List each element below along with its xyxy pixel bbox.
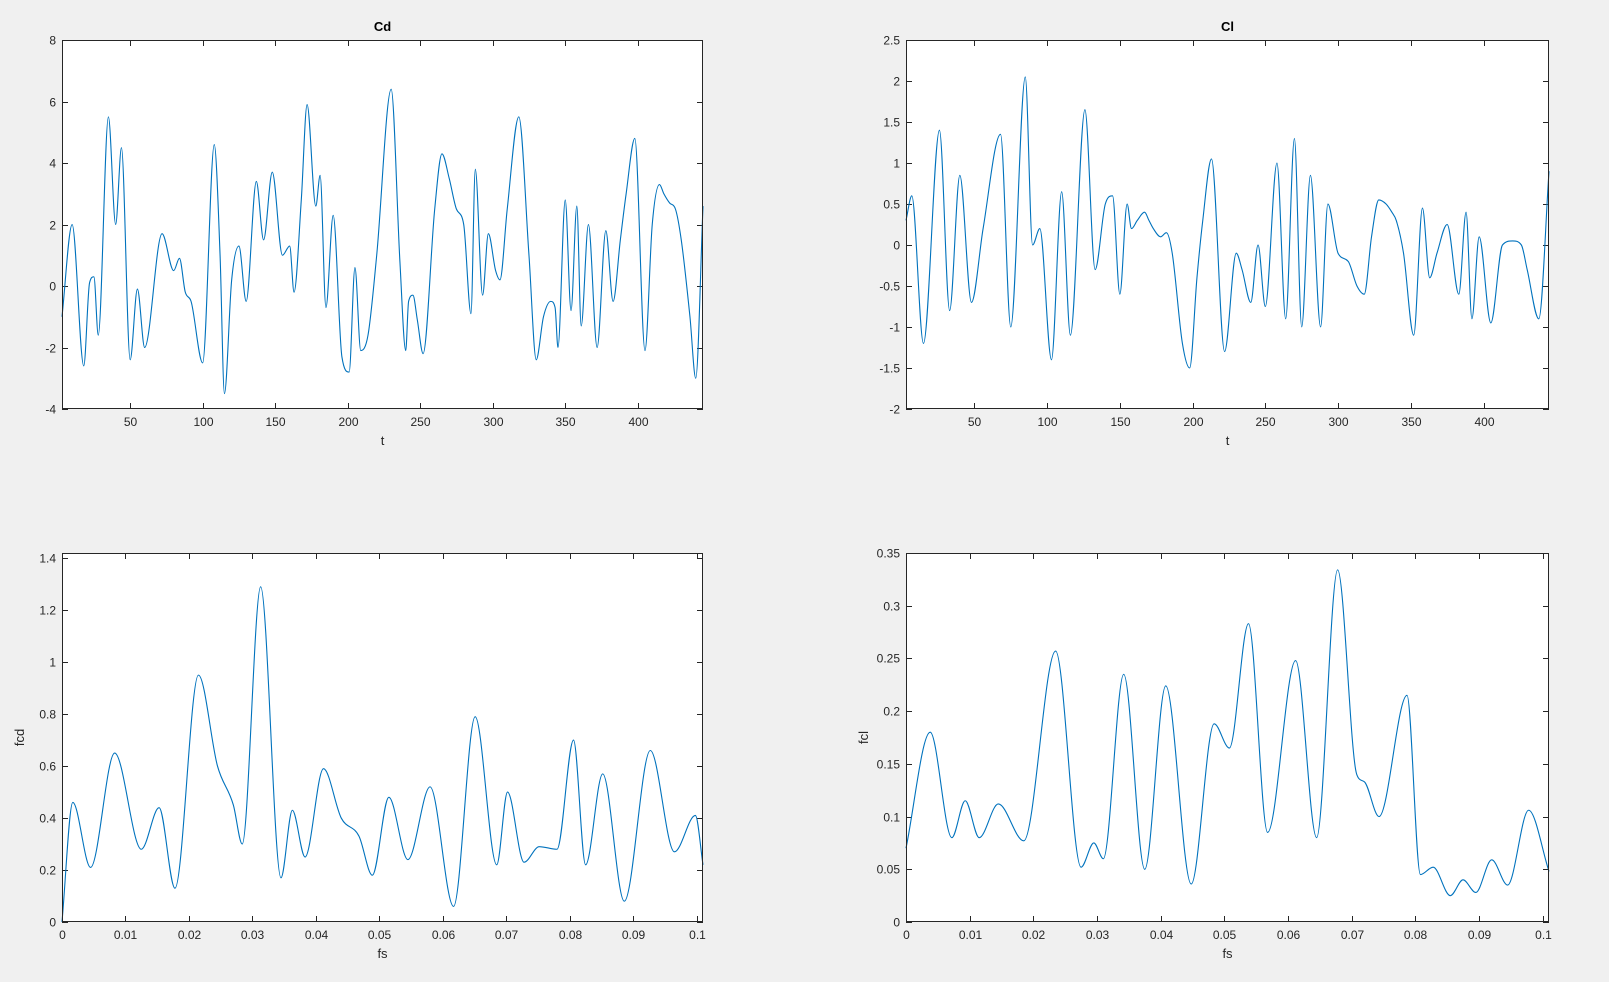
- subplot-fcd: 0 0.01 0.02 0.03 0.04 0.05 0.06 0.07 0.08 0.09 0.1…: [12, 552, 706, 962]
- y-tick-label: 0.2: [883, 705, 900, 719]
- x-tick-label: 200: [338, 415, 358, 429]
- x-tick-label: 300: [1328, 415, 1348, 429]
- y-tick-label: 0.05: [877, 863, 901, 877]
- x-tick-label: 0.02: [178, 928, 202, 942]
- y-tick-label: 0.5: [883, 198, 900, 212]
- y-tick-label: 0.1: [883, 811, 900, 825]
- y-tick-label: 1: [49, 656, 56, 670]
- y-tick-label: 0.35: [877, 547, 901, 561]
- y-tick-label: -0.5: [879, 280, 900, 294]
- x-tick-label: 250: [410, 415, 430, 429]
- subplot-cd: 50 100 150 200 250 300 350 400 -4 -2 0 2 4 6 8 Cd t: [45, 19, 704, 448]
- y-tick-label: 0.6: [39, 760, 56, 774]
- y-tick-label: -4: [45, 403, 56, 417]
- y-tick-label: 2: [49, 219, 56, 233]
- cd-series-line: [61, 88, 704, 395]
- x-tick-label: 150: [265, 415, 285, 429]
- x-tick-label: 0: [59, 928, 66, 942]
- y-tick-label: 0: [893, 239, 900, 253]
- y-tick-label: 1.2: [39, 604, 56, 618]
- fcl-series-line: [905, 569, 1550, 897]
- x-tick-label: 100: [1037, 415, 1057, 429]
- y-tick-label: 0.8: [39, 708, 56, 722]
- x-axis-label: t: [1226, 433, 1230, 448]
- axes-frame: [906, 40, 1549, 409]
- x-tick-label: 0.01: [114, 928, 138, 942]
- y-tick-label: -2: [45, 342, 56, 356]
- axes-background: [62, 553, 703, 922]
- axes-frame: [62, 40, 703, 409]
- subplot-fcl: 0 0.01 0.02 0.03 0.04 0.05 0.06 0.07 0.08 0.09 0.1…: [856, 547, 1552, 962]
- axes-frame: [906, 553, 1549, 922]
- x-tick-label: 0.03: [241, 928, 265, 942]
- subplot-cl: 50 100 150 200 250 300 350 400 -2 -1.5 -1 -0.5 0 0.5 1…: [879, 19, 1550, 448]
- fcd-series-line: [61, 586, 704, 923]
- x-tick-label: 0.09: [1468, 928, 1492, 942]
- x-tick-label: 0.1: [1535, 928, 1552, 942]
- x-axis-label: fs: [377, 946, 388, 961]
- y-tick-label: 8: [49, 34, 56, 48]
- x-tick-label: 50: [968, 415, 982, 429]
- y-axis-label: fcl: [856, 731, 871, 744]
- x-tick-label: 350: [555, 415, 575, 429]
- x-tick-label: 0.06: [1277, 928, 1301, 942]
- x-tick-label: 0.04: [305, 928, 329, 942]
- x-tick-label: 300: [483, 415, 503, 429]
- y-axis-label: fcd: [12, 729, 27, 746]
- x-axis-label: fs: [1222, 946, 1233, 961]
- y-tick-label: -1.5: [879, 362, 900, 376]
- y-tick-label: 0: [49, 280, 56, 294]
- y-tick-label: 2.5: [883, 34, 900, 48]
- x-tick-label: 200: [1183, 415, 1203, 429]
- x-tick-label: 0.02: [1022, 928, 1046, 942]
- y-tick-label: 1.4: [39, 552, 56, 566]
- x-tick-label: 0.08: [1404, 928, 1428, 942]
- y-tick-label: 0.2: [39, 864, 56, 878]
- y-tick-label: -2: [889, 403, 900, 417]
- x-tick-label: 0.06: [432, 928, 456, 942]
- cl-series-line: [905, 76, 1550, 369]
- y-tick-label: 0.4: [39, 812, 56, 826]
- y-tick-label: 0: [893, 916, 900, 930]
- axes-background: [906, 553, 1549, 922]
- x-tick-label: 0.09: [622, 928, 646, 942]
- x-tick-label: 0.03: [1086, 928, 1110, 942]
- x-tick-label: 0.05: [368, 928, 392, 942]
- x-tick-label: 400: [628, 415, 648, 429]
- x-tick-label: 100: [193, 415, 213, 429]
- x-tick-label: 150: [1110, 415, 1130, 429]
- y-tick-label: 0.3: [883, 600, 900, 614]
- x-tick-label: 0: [903, 928, 910, 942]
- y-tick-label: 1: [893, 157, 900, 171]
- x-tick-label: 250: [1255, 415, 1275, 429]
- y-tick-label: 6: [49, 96, 56, 110]
- y-tick-label: 1.5: [883, 116, 900, 130]
- x-tick-label: 0.05: [1213, 928, 1237, 942]
- axes-background: [906, 40, 1549, 409]
- x-tick-label: 400: [1474, 415, 1494, 429]
- y-tick-label: 0.15: [877, 758, 901, 772]
- y-tick-label: 0.25: [877, 652, 901, 666]
- x-tick-label: 0.08: [559, 928, 583, 942]
- x-tick-label: 0.1: [689, 928, 706, 942]
- x-tick-label: 350: [1401, 415, 1421, 429]
- x-axis-label: t: [381, 433, 385, 448]
- subplot-title: Cl: [1221, 19, 1234, 34]
- axes-frame: [62, 553, 703, 922]
- y-tick-label: 4: [49, 157, 56, 171]
- x-tick-label: 0.04: [1150, 928, 1174, 942]
- y-tick-label: -1: [889, 321, 900, 335]
- axes-background: [62, 40, 703, 409]
- x-tick-label: 0.07: [1341, 928, 1365, 942]
- x-tick-label: 0.01: [959, 928, 983, 942]
- y-tick-label: 0: [49, 916, 56, 930]
- subplot-title: Cd: [374, 19, 391, 34]
- x-tick-label: 0.07: [495, 928, 519, 942]
- y-tick-label: 2: [893, 75, 900, 89]
- x-tick-label: 50: [124, 415, 138, 429]
